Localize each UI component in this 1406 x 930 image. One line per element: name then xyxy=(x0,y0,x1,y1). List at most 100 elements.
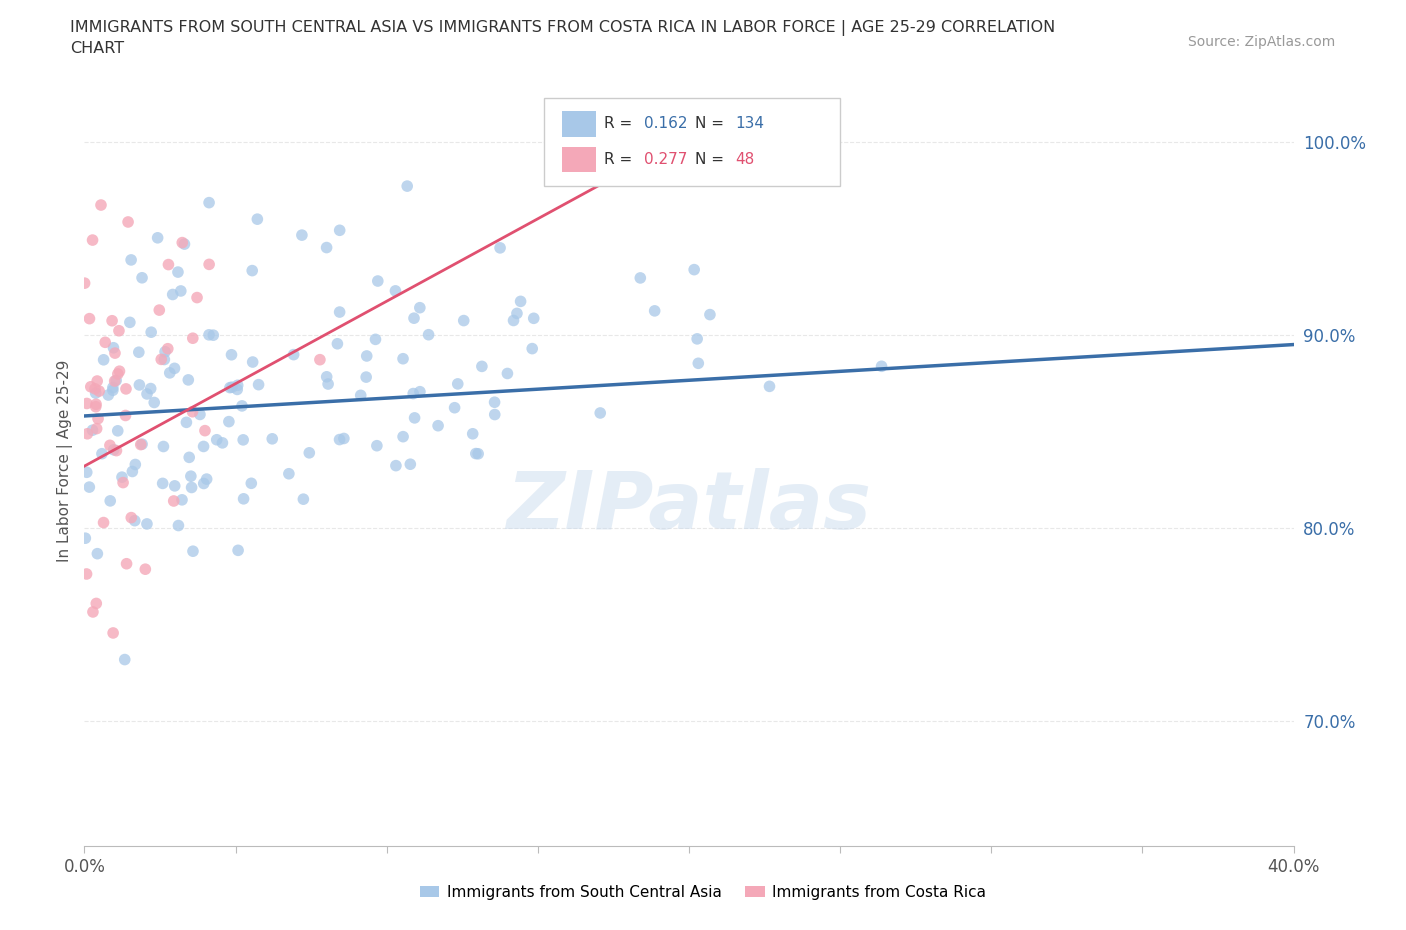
Point xyxy=(131,271,153,286)
Point xyxy=(326,337,349,352)
Point xyxy=(163,494,186,509)
Point xyxy=(484,407,506,422)
Point xyxy=(94,335,117,350)
Point xyxy=(231,398,253,413)
Point xyxy=(464,446,486,461)
Point xyxy=(198,257,221,272)
Point xyxy=(107,423,129,438)
Text: R =: R = xyxy=(605,116,637,131)
Point xyxy=(471,359,494,374)
Point xyxy=(124,513,146,528)
Point xyxy=(870,359,893,374)
Point xyxy=(163,361,186,376)
Point xyxy=(291,228,314,243)
Point xyxy=(226,543,249,558)
Point xyxy=(76,465,98,480)
Point xyxy=(396,179,419,193)
Point xyxy=(350,388,373,403)
Point xyxy=(117,215,139,230)
Point xyxy=(170,284,193,299)
Point xyxy=(157,257,180,272)
Point xyxy=(188,407,211,422)
Text: IMMIGRANTS FROM SOUTH CENTRAL ASIA VS IMMIGRANTS FROM COSTA RICA IN LABOR FORCE : IMMIGRANTS FROM SOUTH CENTRAL ASIA VS IM… xyxy=(70,20,1056,36)
Point xyxy=(118,315,141,330)
Point xyxy=(139,381,162,396)
Point xyxy=(104,346,127,361)
Point xyxy=(105,444,128,458)
Point xyxy=(82,423,104,438)
Point xyxy=(589,405,612,420)
Point xyxy=(84,399,107,414)
Point xyxy=(686,331,709,346)
Point xyxy=(262,432,284,446)
Point xyxy=(758,379,780,393)
Text: 0.277: 0.277 xyxy=(644,152,688,166)
Point xyxy=(115,556,138,571)
Point xyxy=(392,430,415,445)
Point xyxy=(79,480,101,495)
Point xyxy=(628,271,651,286)
Point xyxy=(292,492,315,507)
Point xyxy=(522,341,544,356)
Point xyxy=(136,387,159,402)
Point xyxy=(105,373,128,388)
Point xyxy=(404,410,426,425)
Point xyxy=(146,231,169,246)
Point xyxy=(218,414,240,429)
Point xyxy=(333,431,356,445)
Point xyxy=(453,313,475,328)
Point xyxy=(86,374,108,389)
Point xyxy=(80,379,103,394)
Point xyxy=(82,604,104,619)
Point xyxy=(644,303,666,318)
Point xyxy=(198,327,221,342)
Point xyxy=(402,311,425,325)
Point xyxy=(87,411,110,426)
Point xyxy=(484,395,506,410)
Point xyxy=(103,443,125,458)
Point xyxy=(427,418,450,433)
Point xyxy=(193,439,215,454)
Point xyxy=(226,378,249,392)
Point xyxy=(186,290,208,305)
Point xyxy=(98,438,121,453)
Point xyxy=(298,445,321,460)
Point xyxy=(128,378,150,392)
Point xyxy=(93,515,115,530)
Point xyxy=(141,325,163,339)
Point xyxy=(195,472,218,486)
Point xyxy=(247,378,270,392)
Point xyxy=(73,275,96,290)
Point xyxy=(114,408,136,423)
Point xyxy=(163,478,186,493)
Point xyxy=(202,327,225,342)
Point xyxy=(385,458,408,473)
Point xyxy=(104,374,127,389)
Point xyxy=(356,349,378,364)
Point xyxy=(76,396,98,411)
Point xyxy=(159,365,181,380)
Point xyxy=(242,354,264,369)
Point xyxy=(136,516,159,531)
Point xyxy=(107,366,129,381)
Point xyxy=(205,432,228,447)
Point xyxy=(328,432,350,447)
Point xyxy=(167,265,190,280)
Point xyxy=(170,492,193,507)
Point xyxy=(509,294,531,309)
Point xyxy=(97,388,120,403)
Point xyxy=(232,432,254,447)
Point xyxy=(89,384,111,399)
Point xyxy=(364,332,387,347)
Point xyxy=(392,352,415,366)
Text: Source: ZipAtlas.com: Source: ZipAtlas.com xyxy=(1188,35,1336,49)
Point xyxy=(86,421,108,436)
FancyBboxPatch shape xyxy=(544,98,841,186)
Point xyxy=(496,366,519,381)
Point xyxy=(75,531,97,546)
Point xyxy=(86,546,108,561)
Point xyxy=(148,302,170,317)
Point xyxy=(226,382,249,397)
Point xyxy=(240,476,263,491)
Point xyxy=(181,544,204,559)
